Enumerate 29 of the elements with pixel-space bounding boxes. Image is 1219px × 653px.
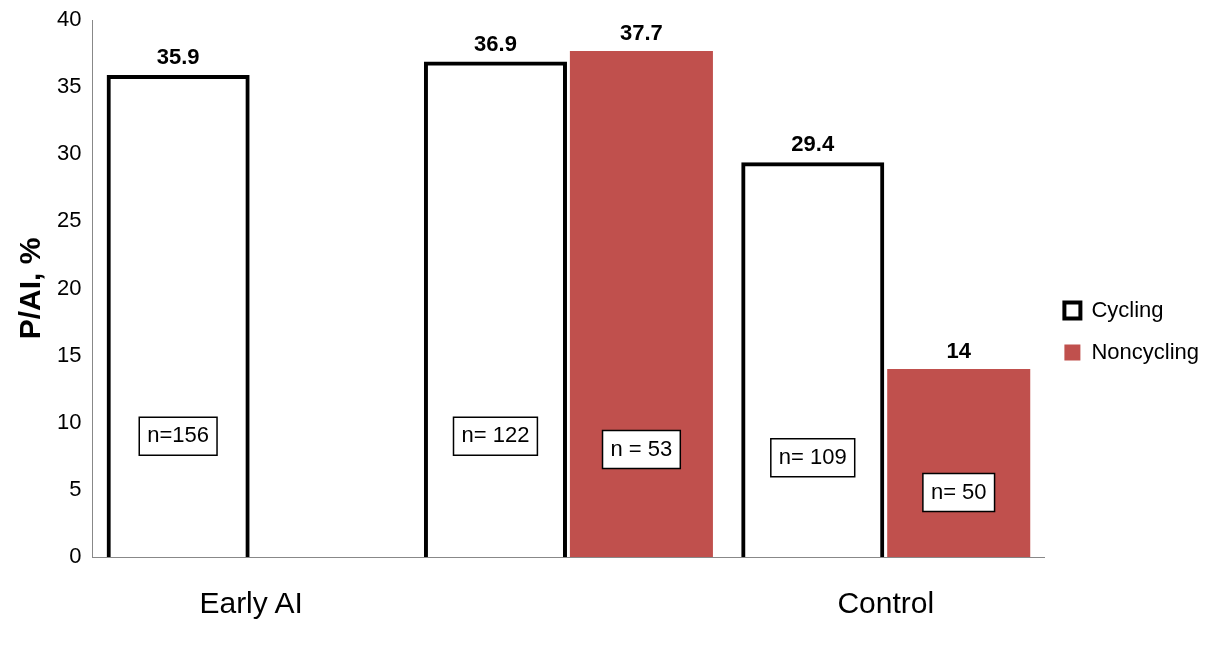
bar [423,61,567,557]
annotation: n= 50 [930,478,987,504]
y-tick-label: 5 [69,475,82,501]
legend-label: Cycling [1091,296,1164,322]
y-tick-label: 15 [56,341,82,367]
bar [106,75,250,557]
y-tick-label: 0 [69,543,82,569]
bar [569,50,713,557]
annotation: n=156 [147,422,210,448]
data-label: 35.9 [156,44,200,70]
y-tick-label: 35 [56,73,82,99]
x-tick-label: Early AI [199,586,303,620]
data-label: 14 [946,338,972,364]
bar [741,162,885,557]
y-tick-label: 25 [56,207,82,233]
annotation: n= 122 [461,422,530,448]
annotation: n = 53 [610,435,673,461]
data-label: 36.9 [474,30,517,56]
y-axis-title: P/AI, % [13,237,47,340]
data-label: 29.4 [791,131,835,157]
y-tick-label: 20 [56,274,82,300]
x-tick-label: Control [837,586,935,620]
y-tick-label: 10 [56,408,82,434]
data-label: 37.7 [620,19,663,45]
y-tick-label: 30 [56,140,82,166]
annotation: n= 109 [778,443,847,469]
legend-label: Noncycling [1091,338,1199,364]
y-tick-label: 40 [56,6,82,32]
bar [887,369,1031,557]
